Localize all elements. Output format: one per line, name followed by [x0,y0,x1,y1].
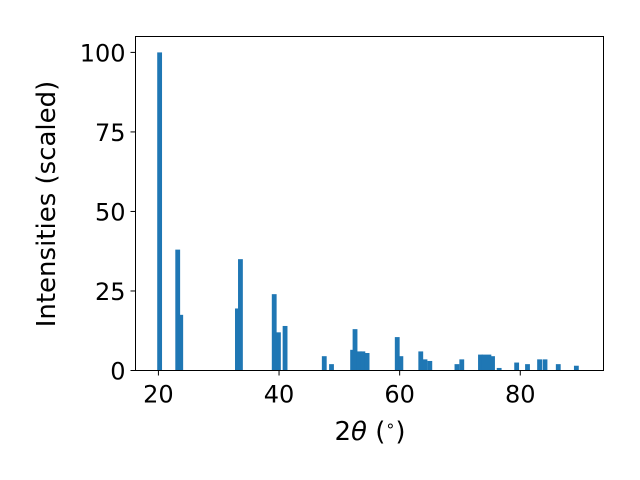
y-axis: 0 25 50 75 100 [80,39,136,386]
bar [481,354,487,371]
y-axis-label: Intensities (scaled) [32,81,62,328]
x-axis-label-part: ( [367,417,385,447]
bar [276,332,281,371]
bar [364,353,370,371]
bar [418,351,424,371]
x-tick-label: 80 [505,381,536,409]
y-tick-label: 50 [95,198,126,226]
bar [573,365,579,371]
bar [352,329,358,371]
bar [238,259,243,371]
bar [427,360,433,371]
x-axis-label-part: ) [395,417,405,447]
bar [459,359,465,371]
y-tick-label: 100 [80,39,126,67]
bar [537,359,542,371]
bar [422,359,428,371]
bar [321,356,327,371]
bar [175,249,181,371]
bar [525,364,530,371]
bar [394,337,400,371]
bar [486,354,492,371]
bars-group [157,52,579,371]
bar [542,359,548,371]
x-tick-label: 40 [264,381,295,409]
x-tick-label: 20 [143,381,174,409]
bar [360,351,366,371]
bar [454,364,460,371]
bar [478,354,483,371]
y-tick-label: 0 [110,358,125,386]
plot-frame [135,36,604,371]
bar [514,362,520,371]
bar [282,325,288,371]
bar [490,356,495,371]
bar [235,308,240,371]
bar [157,52,163,371]
bar [356,351,362,371]
bar [271,294,277,371]
bar [178,314,184,371]
y-tick-label: 25 [95,278,126,306]
x-axis-label-part: θ [351,417,367,447]
y-tick-label: 75 [95,119,126,147]
x-tick-label: 60 [384,381,415,409]
bar [555,364,561,371]
x-axis: 20 40 60 80 [143,370,536,409]
bar [398,356,404,371]
bar [329,364,334,371]
x-axis-label-part: 2 [334,417,351,447]
bar [496,367,502,371]
x-axis-label-part: ∘ [385,416,395,435]
x-axis-label: 2θ (∘) [334,416,405,447]
